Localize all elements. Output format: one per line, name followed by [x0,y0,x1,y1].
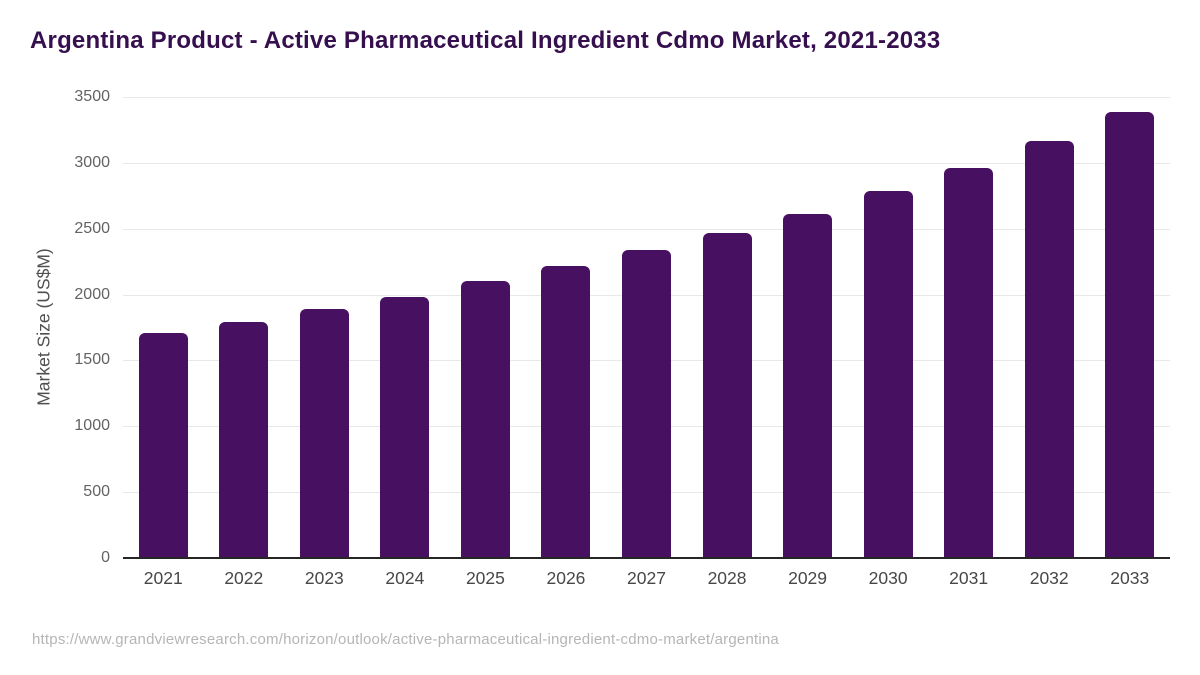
x-tick-label-2022: 2022 [224,568,264,588]
bar-slot-2023 [284,97,365,558]
bar-slot-2028 [687,97,768,558]
x-tick-label-2023: 2023 [304,568,344,588]
plot-area [123,97,1170,559]
bar-slot-2027 [606,97,687,558]
y-tick-label-1000: 1000 [74,417,110,435]
chart-title: Argentina Product - Active Pharmaceutica… [30,27,941,54]
x-tick-label-2026: 2026 [546,568,586,588]
y-tick-label-3000: 3000 [74,153,110,171]
bar-2032 [1024,141,1074,558]
x-tick-label-2032: 2032 [1029,568,1069,588]
y-tick-label-1500: 1500 [74,351,110,369]
x-tick-label-2021: 2021 [143,568,183,588]
y-axis-title: Market Size (US$M) [33,248,54,406]
x-tick-label-2030: 2030 [868,568,908,588]
source-url: https://www.grandviewresearch.com/horizo… [32,631,779,648]
bar-slot-2022 [204,97,285,558]
y-tick-label-3500: 3500 [74,88,110,105]
bar-slot-2024 [365,97,446,558]
bar-2028 [702,232,752,558]
gridline-y-2500 [123,228,1170,230]
bar-2030 [863,191,913,558]
bar-2023 [299,309,349,558]
bar-2024 [380,296,430,558]
bar-slot-2021 [123,97,204,558]
bar-slot-2029 [767,97,848,558]
bar-slot-2026 [526,97,607,558]
x-tick-label-2031: 2031 [949,568,989,588]
x-tick-label-2025: 2025 [465,568,505,588]
bar-2022 [219,321,269,558]
bar-2027 [621,250,671,558]
bar-slot-2032 [1009,97,1090,558]
y-tick-label-0: 0 [101,549,110,566]
bar-2029 [783,213,833,558]
gridline-y-3000 [123,162,1170,164]
bar-slot-2030 [848,97,929,558]
x-tick-label-2028: 2028 [707,568,747,588]
y-tick-label-500: 500 [83,483,110,501]
bar-slot-2025 [445,97,526,558]
x-axis-line [123,557,1170,559]
bar-slot-2033 [1089,97,1170,558]
gridline-y-3500 [123,97,1170,98]
y-tick-label-2000: 2000 [74,285,110,303]
bar-2021 [138,332,188,558]
x-tick-label-2033: 2033 [1110,568,1150,588]
bar-slot-2031 [928,97,1009,558]
x-tick-label-2027: 2027 [627,568,666,588]
bar-2026 [541,266,591,558]
x-tick-label-2029: 2029 [788,568,828,588]
y-tick-label-2500: 2500 [74,219,110,237]
x-tick-label-2024: 2024 [385,568,425,588]
bar-2031 [944,168,994,558]
bar-2025 [460,281,510,558]
bar-2033 [1105,111,1155,558]
